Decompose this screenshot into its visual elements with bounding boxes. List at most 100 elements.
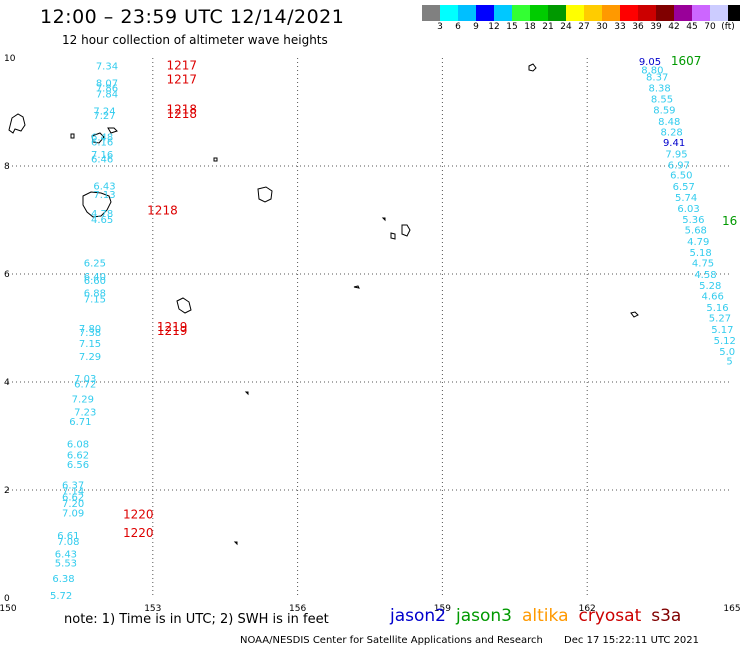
x-tick-label: 159 (434, 604, 451, 614)
pass-time-label: 1217 (166, 59, 197, 73)
swh-reading: 7.09 (62, 509, 84, 520)
island-outline (257, 186, 273, 203)
swh-reading: 8.07 (96, 78, 118, 89)
swh-reading: 7.08 (57, 537, 79, 548)
legend-s3a: s3a (651, 606, 682, 626)
colorbar-unit: (ft) (721, 22, 735, 32)
pass-time-label: 1217 (166, 73, 197, 87)
colorbar-label: 27 (578, 22, 590, 32)
pass-time-label: 16 (722, 214, 737, 228)
island-outline (401, 224, 411, 237)
island-outline (233, 541, 238, 546)
colorbar-swatch (674, 5, 692, 21)
colorbar-swatch (548, 5, 566, 21)
colorbar-swatch (440, 5, 458, 21)
legend-jason3: jason3 (456, 606, 512, 626)
swh-reading: 7.20 (62, 499, 84, 510)
swh-reading: 4.75 (692, 259, 714, 270)
swh-reading: 5.68 (685, 226, 707, 237)
swh-reading: 5.16 (706, 303, 728, 314)
swh-reading: 6.43 (55, 550, 77, 561)
swh-reading: 8.37 (646, 72, 668, 83)
swh-reading: 7.15 (84, 294, 106, 305)
swh-reading: 6.03 (677, 204, 699, 215)
swh-reading: 6.43 (93, 181, 115, 192)
colorbar-label: 18 (524, 22, 536, 32)
swh-reading: 7.84 (96, 90, 118, 101)
colorbar-swatch (584, 5, 602, 21)
swh-reading: 7.13 (93, 190, 115, 201)
swh-reading: 6.72 (74, 380, 96, 391)
swh-reading: 8.28 (661, 127, 683, 138)
swh-reading: 8.80 (641, 65, 663, 76)
colorbar-label: 30 (596, 22, 608, 32)
swh-reading: 7.86 (96, 84, 118, 95)
swh-reading: 6.16 (91, 138, 113, 149)
swh-reading: 5.17 (711, 325, 733, 336)
swh-reading: 5.0 (719, 347, 735, 358)
swh-reading: 4.65 (91, 215, 113, 226)
colorbar-label: 33 (614, 22, 626, 32)
colorbar-label: 3 (437, 22, 443, 32)
swh-reading: 5.53 (55, 558, 77, 569)
island-outline (82, 191, 112, 218)
swh-reading: 6.57 (673, 182, 695, 193)
island-outline (8, 113, 26, 134)
colorbar-label: 12 (488, 22, 500, 32)
swh-reading: 5.72 (50, 591, 72, 602)
map-title: 12:00 – 23:59 UTC 12/14/2021 (40, 6, 345, 28)
swh-reading: 7.27 (93, 111, 115, 122)
y-tick-label: 0 (4, 594, 10, 604)
swh-reading: 7.14 (62, 487, 84, 498)
swh-reading: 8.48 (658, 117, 680, 128)
colorbar-swatch (458, 5, 476, 21)
island-outline (630, 311, 639, 318)
swh-reading: 6.71 (69, 417, 91, 428)
colorbar-label: 24 (560, 22, 572, 32)
swh-reading: 4.78 (91, 209, 113, 220)
colorbar-swatch (512, 5, 530, 21)
x-tick-label: 150 (0, 604, 17, 614)
legend-jason2: jason2 (390, 606, 446, 626)
colorbar-swatch (602, 5, 620, 21)
colorbar-swatch (620, 5, 638, 21)
swh-reading: 6.37 (62, 481, 84, 492)
swh-reading: 7.03 (74, 374, 96, 385)
swh-reading: 4.79 (687, 237, 709, 248)
swh-reading: 6.62 (67, 450, 89, 461)
swh-reading: 9.41 (663, 138, 685, 149)
swh-reading: 5.18 (689, 248, 711, 259)
colorbar-label: 9 (473, 22, 479, 32)
pass-time-label: 1218 (166, 107, 197, 121)
swh-reading: 7.95 (665, 150, 687, 161)
colorbar-label: 42 (668, 22, 680, 32)
island-outline (528, 63, 537, 72)
swh-reading: 7.15 (79, 339, 101, 350)
satellite-legend: jason2 jason3 altika cryosat s3a (390, 606, 691, 626)
swh-reading: 6.08 (67, 440, 89, 451)
swh-reading: 6.56 (67, 460, 89, 471)
pass-time-label: 1218 (166, 102, 197, 116)
colorbar-swatch (530, 5, 548, 21)
generated-timestamp: Dec 17 15:22:11 UTC 2021 (564, 635, 700, 646)
swh-reading: 7.38 (79, 328, 101, 339)
swh-reading: 8.55 (651, 95, 673, 106)
swh-reading: 6.61 (57, 531, 79, 542)
colorbar-swatch (566, 5, 584, 21)
island-outline (244, 391, 249, 396)
swh-reading: 6.48 (91, 132, 113, 143)
wave-height-colorbar (422, 5, 740, 21)
y-tick-label: 2 (4, 486, 10, 496)
swh-reading: 4.58 (694, 270, 716, 281)
swh-reading: 5.12 (714, 336, 736, 347)
island-outline (91, 132, 105, 144)
colorbar-swatch (422, 5, 440, 21)
colorbar-swatch (692, 5, 710, 21)
colorbar-swatch (638, 5, 656, 21)
x-tick-label: 165 (723, 604, 740, 614)
swh-reading: 5.28 (699, 281, 721, 292)
swh-reading: 7.16 (91, 150, 113, 161)
swh-reading: 6.46 (91, 154, 113, 165)
